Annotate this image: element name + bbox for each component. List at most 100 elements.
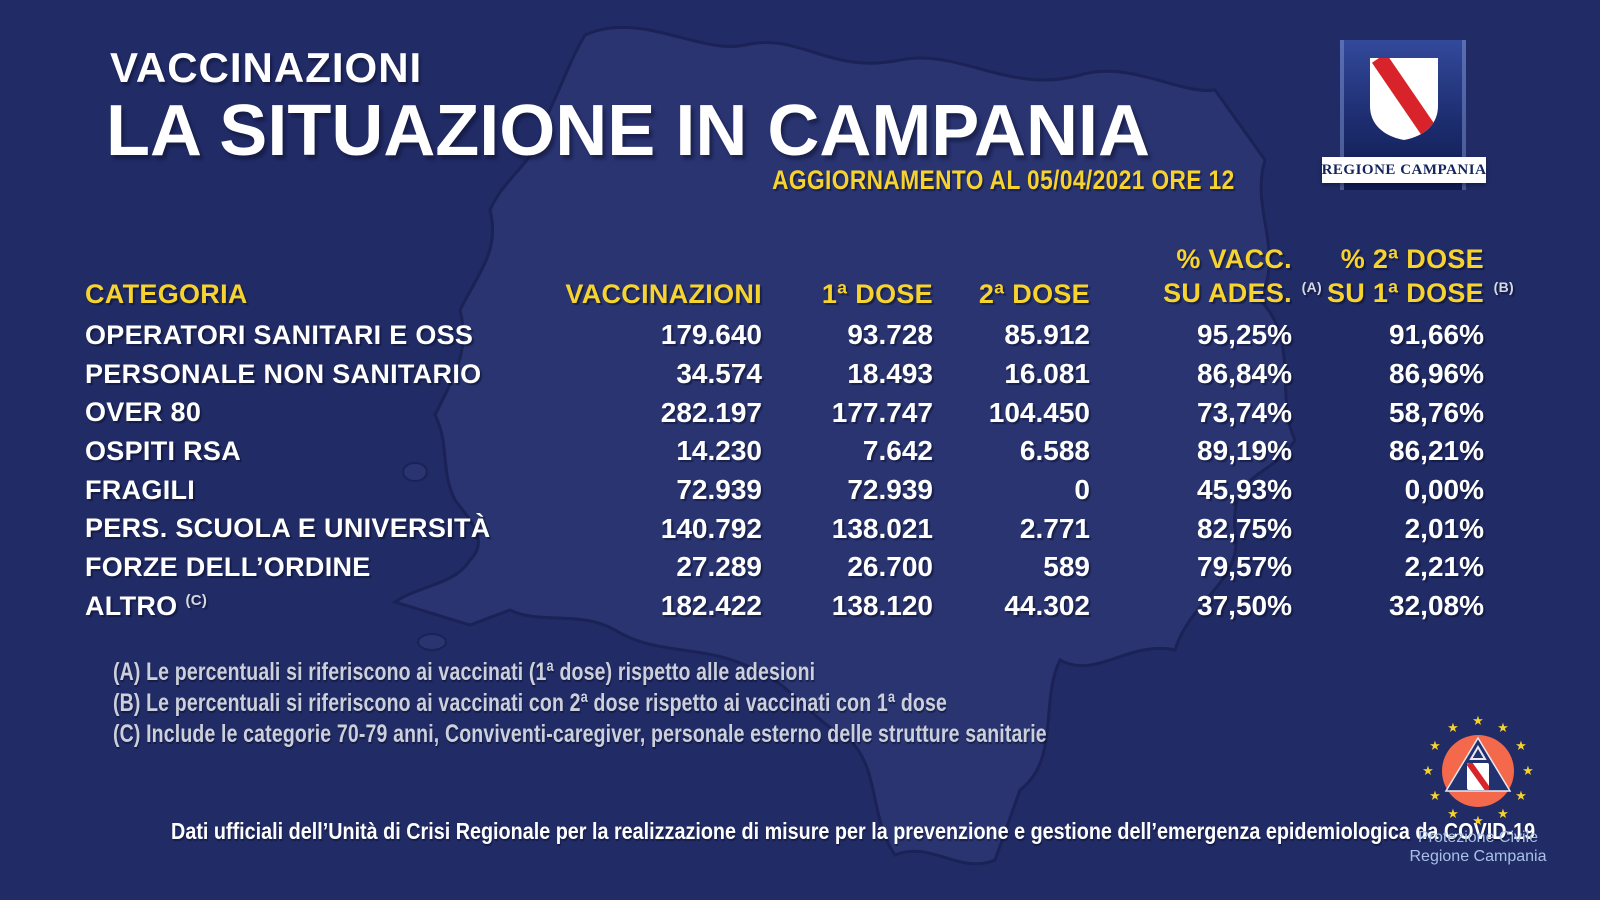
row-category-footnote-marker: (C) [185,591,208,609]
protezione-civile-emblem-icon: ★ ★ ★ ★ ★ ★ ★ ★ ★ ★ ★ ★ [1423,714,1533,828]
table-row: PERSONALE NON SANITARIO 34.574 18.493 16… [85,355,1484,394]
row-category-cell: OVER 80 [85,397,535,428]
row-category-label: OSPITI RSA [85,435,242,466]
table-row: FORZE DELL’ORDINE 27.289 26.700 589 79,5… [85,548,1484,587]
row-vaccinazioni-value: 14.230 [676,435,762,467]
row-category-label: FRAGILI [85,474,196,505]
row-category-label: ALTRO [85,590,178,621]
table-row: OVER 80 282.197 177.747 104.450 73,74% 5… [85,393,1484,432]
table-rows: OPERATORI SANITARI E OSS 179.640 93.728 … [85,316,1484,626]
row-pct-seconda-su-prima-value: 2,21% [1404,551,1484,583]
row-category-cell: FRAGILI [85,475,535,506]
row-vaccinazioni-value: 27.289 [676,551,762,583]
row-pct-su-adesioni-value: 37,50% [1197,590,1292,622]
row-pct-seconda-su-prima-value: 91,66% [1389,319,1484,351]
row-pct-su-adesioni-value: 89,19% [1197,435,1292,467]
row-pct-seconda-su-prima-value: 0,00% [1404,474,1484,506]
row-category-label: PERS. SCUOLA E UNIVERSITÀ [85,513,491,544]
row-pct-su-adesioni-value: 82,75% [1197,512,1292,544]
row-vaccinazioni-value: 182.422 [660,590,762,622]
svg-text:★: ★ [1429,739,1441,754]
column-header-categoria: CATEGORIA [85,279,248,309]
svg-text:★: ★ [1522,764,1533,779]
row-pct-su-adesioni-value: 45,93% [1197,474,1292,506]
row-seconda-dose-value: 104.450 [988,396,1090,428]
row-category-label: FORZE DELL’ORDINE [85,551,371,582]
svg-text:★: ★ [1515,789,1527,804]
row-prima-dose-value: 26.700 [847,551,933,583]
footnotes: (A) Le percentuali si riferiscono ai vac… [113,658,1310,751]
row-vaccinazioni-value: 72.939 [676,474,762,506]
row-seconda-dose-value: 44.302 [1004,590,1090,622]
table-row: PERS. SCUOLA E UNIVERSITÀ 140.792 138.02… [85,509,1484,548]
table-row: ALTRO (C) 182.422 138.120 44.302 37,50% 3… [85,587,1484,626]
svg-text:★: ★ [1472,714,1484,729]
regione-campania-logo-label: REGIONE CAMPANIA [1322,157,1486,183]
row-vaccinazioni-value: 140.792 [660,512,762,544]
row-pct-su-adesioni-value: 79,57% [1197,551,1292,583]
protezione-civile-label-line1: Protezione Civile [1417,829,1539,846]
column-header-vaccinazioni: VACCINAZIONI [565,279,762,309]
row-seconda-dose-value: 85.912 [1004,319,1090,351]
protezione-civile-logo: ★ ★ ★ ★ ★ ★ ★ ★ ★ ★ ★ ★ Protezione Civile Region… [1368,714,1588,866]
row-prima-dose-value: 93.728 [847,319,933,351]
row-prima-dose-value: 177.747 [831,396,933,428]
vaccination-table: CATEGORIA VACCINAZIONI 1ª DOSE 2ª DOSE %… [85,238,1514,626]
row-category-label: PERSONALE NON SANITARIO [85,358,482,389]
row-category-cell: PERSONALE NON SANITARIO [85,359,535,390]
footer-disclaimer: Dati ufficiali dell’Unità di Crisi Regio… [171,818,1536,844]
svg-text:★: ★ [1429,789,1441,804]
row-category-cell: PERS. SCUOLA E UNIVERSITÀ [85,513,535,544]
row-seconda-dose-value: 589 [1043,551,1090,583]
svg-text:★: ★ [1497,721,1509,736]
row-vaccinazioni-value: 34.574 [676,358,762,390]
row-category-cell: ALTRO (C) [85,591,535,622]
row-pct-su-adesioni-value: 95,25% [1197,319,1292,351]
svg-text:★: ★ [1423,764,1434,779]
regione-campania-logo: REGIONE CAMPANIA [1322,40,1486,190]
kicker-title: VACCINAZIONI [110,44,423,91]
row-vaccinazioni-value: 179.640 [660,319,762,351]
svg-text:★: ★ [1472,814,1484,828]
column-header-pct-vacc-su-adesioni: % VACC. SU ADES. (A) [1163,244,1322,308]
row-pct-seconda-su-prima-value: 86,21% [1389,435,1484,467]
row-seconda-dose-value: 2.771 [1019,512,1090,544]
row-prima-dose-value: 7.642 [862,435,933,467]
row-seconda-dose-value: 6.588 [1019,435,1090,467]
table-header-row: CATEGORIA VACCINAZIONI 1ª DOSE 2ª DOSE %… [85,238,1514,310]
page-title: LA SITUAZIONE IN CAMPANIA [106,91,1150,171]
table-row: FRAGILI 72.939 72.939 0 45,93% 0,00% [85,471,1484,510]
svg-text:★: ★ [1447,807,1459,822]
row-pct-su-adesioni-value: 86,84% [1197,358,1292,390]
svg-text:★: ★ [1497,807,1509,822]
row-prima-dose-value: 18.493 [847,358,933,390]
footnote-marker-b: (B) [1493,279,1514,295]
row-pct-seconda-su-prima-value: 32,08% [1389,590,1484,622]
footnote-a: (A) Le percentuali si riferiscono ai vac… [113,658,816,686]
column-header-pct-seconda-su-prima: % 2ª DOSE SU 1ª DOSE (B) [1326,244,1514,308]
row-category-label: OPERATORI SANITARI E OSS [85,319,474,350]
protezione-civile-label-line2: Regione Campania [1409,848,1547,865]
campania-shield-icon [1370,58,1438,140]
row-prima-dose-value: 138.021 [831,512,933,544]
row-category-cell: OSPITI RSA [85,436,535,467]
row-prima-dose-value: 72.939 [847,474,933,506]
row-category-label: OVER 80 [85,397,202,428]
column-header-prima-dose: 1ª DOSE [821,279,933,309]
row-seconda-dose-value: 16.081 [1004,358,1090,390]
row-pct-su-adesioni-value: 73,74% [1197,396,1292,428]
row-vaccinazioni-value: 282.197 [660,396,762,428]
row-pct-seconda-su-prima-value: 2,01% [1404,512,1484,544]
column-header-seconda-dose: 2ª DOSE [978,279,1090,309]
row-pct-seconda-su-prima-value: 86,96% [1389,358,1484,390]
svg-text:★: ★ [1515,739,1527,754]
row-pct-seconda-su-prima-value: 58,76% [1389,396,1484,428]
table-row: OPERATORI SANITARI E OSS 179.640 93.728 … [85,316,1484,355]
row-seconda-dose-value: 0 [1074,474,1090,506]
svg-text:★: ★ [1447,721,1459,736]
table-row: OSPITI RSA 14.230 7.642 6.588 89,19% 86,… [85,432,1484,471]
update-line: AGGIORNAMENTO AL 05/04/2021 ORE 12 [772,165,1235,195]
row-category-cell: FORZE DELL’ORDINE [85,552,535,583]
